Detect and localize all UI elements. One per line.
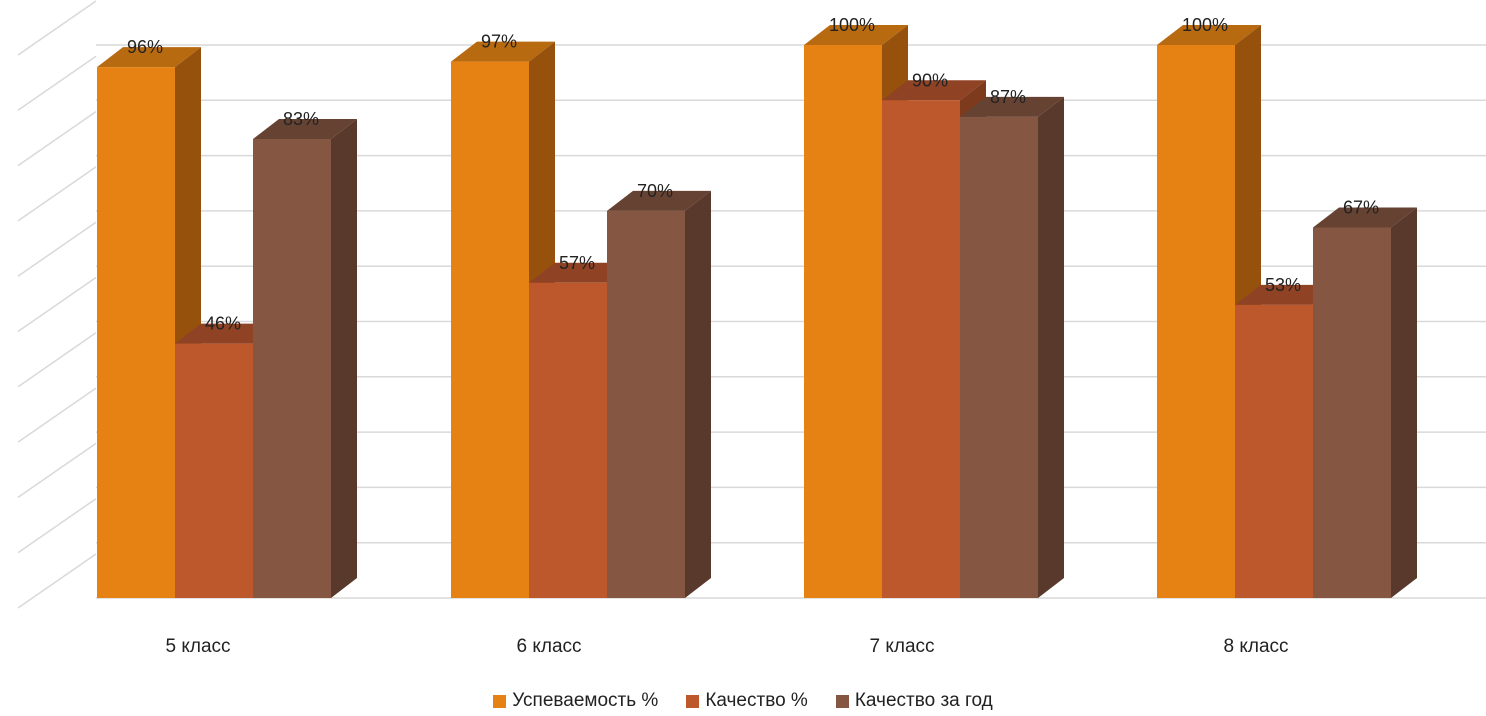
legend-swatch-kachestvo [686, 694, 700, 708]
bar-side-face [331, 119, 357, 598]
legend-label-kachestvo-za-god: Качество за год [854, 690, 993, 711]
gridline-depth [17, 221, 97, 277]
bar-top-face [882, 80, 986, 101]
legend-item-uspevaemost: Успеваемость % [493, 690, 658, 712]
data-label: 70% [637, 181, 673, 201]
category-label: 8 класс [1223, 636, 1288, 657]
gridline-depth [17, 498, 97, 554]
bar-top-face [253, 119, 357, 140]
bars-group [97, 25, 1417, 599]
bar-top-face [960, 96, 1064, 117]
bar-side-face [685, 190, 711, 598]
legend: Успеваемость % Качество % Качество за го… [0, 690, 1486, 712]
gridline-depth [17, 276, 97, 333]
data-label: 46% [205, 314, 241, 334]
bar-top-face [97, 47, 201, 68]
data-label: 67% [1343, 197, 1379, 217]
bar-top-face [607, 190, 711, 211]
bar-side-face [1038, 96, 1064, 598]
bar-front-face [882, 100, 960, 599]
data-label: 53% [1265, 275, 1301, 295]
category-label: 6 класс [516, 636, 581, 657]
gridline-depth [17, 55, 97, 111]
bar-front-face [451, 61, 529, 598]
gridline-depth [17, 332, 97, 388]
data-label: 87% [990, 87, 1026, 107]
bar-front-face [960, 116, 1038, 598]
data-label: 57% [559, 253, 595, 273]
legend-label-uspevaemost: Успеваемость % [512, 690, 659, 711]
bar-front-face [253, 139, 331, 598]
bar-front-face [175, 343, 253, 598]
data-label: 97% [481, 32, 517, 52]
bar-top-face [1313, 207, 1417, 228]
category-label: 7 класс [869, 636, 934, 657]
bar-front-face [1235, 304, 1313, 598]
gridline-depth [17, 442, 97, 499]
bar-front-face [1157, 45, 1235, 598]
category-label: 5 класс [165, 636, 230, 657]
bar [960, 96, 1064, 598]
bar-front-face [1313, 227, 1391, 599]
legend-swatch-uspevaemost [493, 694, 507, 708]
bar [253, 119, 357, 598]
gridline-depth [17, 0, 97, 56]
legend-item-kachestvo-za-god: Качество за год [835, 690, 993, 712]
bar-front-face [804, 45, 882, 598]
bar-top-face [804, 25, 908, 45]
data-label: 100% [829, 15, 875, 35]
legend-item-kachestvo: Качество % [686, 690, 808, 712]
chart-canvas: 96% 46% 83% 97% 57% 70% 100% 90% 87% 100% 53% 67% 5… [17, 0, 1486, 657]
bar [607, 190, 711, 598]
data-label: 83% [283, 109, 319, 129]
legend-swatch-kachestvo-za-god [835, 694, 849, 708]
data-label: 100% [1182, 15, 1228, 35]
legend-label-kachestvo: Качество % [705, 690, 808, 711]
data-label: 96% [127, 37, 163, 57]
bar-top-face [1157, 25, 1261, 45]
category-labels-group: 5 класс 6 класс 7 класс 8 класс [165, 636, 1288, 657]
bar-front-face [529, 282, 607, 598]
data-label: 90% [912, 70, 948, 90]
gridline-depth [17, 387, 97, 443]
gridline-depth [17, 553, 97, 609]
bar [1313, 207, 1417, 599]
bar-front-face [97, 67, 175, 599]
data-labels-group: 96% 46% 83% 97% 57% 70% 100% 90% 87% 100% 53% 67% [127, 15, 1379, 334]
bar-side-face [1391, 207, 1417, 599]
gridline-depth [17, 110, 97, 167]
gridline-depth [17, 166, 97, 222]
bar-front-face [607, 210, 685, 598]
bar-top-face [451, 41, 555, 62]
